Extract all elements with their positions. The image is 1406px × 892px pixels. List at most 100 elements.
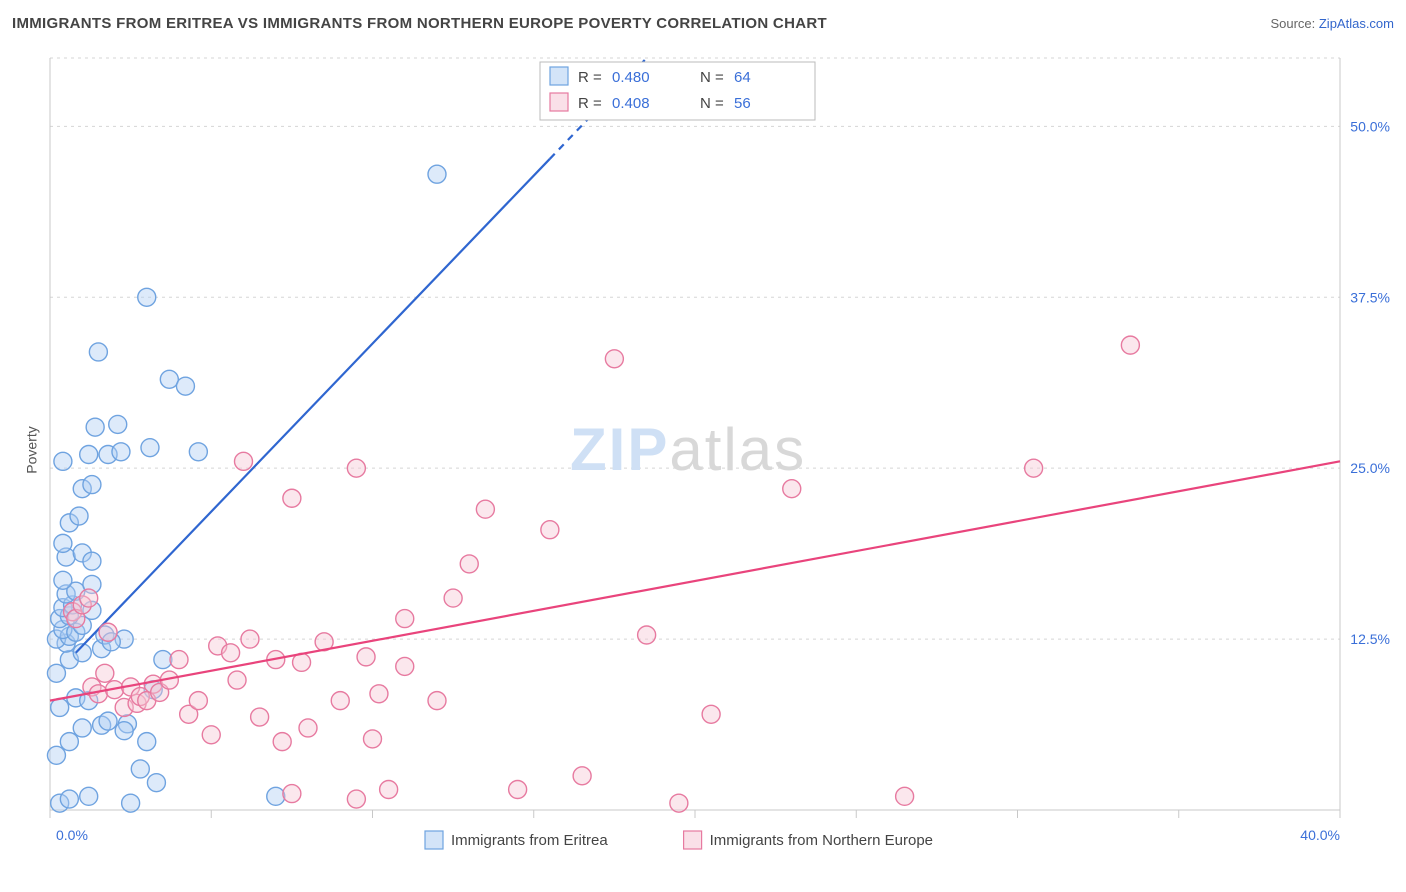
y-tick-label: 12.5%	[1350, 631, 1390, 647]
data-point	[189, 443, 207, 461]
data-point	[99, 623, 117, 641]
data-point	[138, 288, 156, 306]
data-point	[122, 794, 140, 812]
y-axis-label: Poverty	[24, 426, 40, 473]
data-point	[573, 767, 591, 785]
data-point	[357, 648, 375, 666]
data-point	[331, 692, 349, 710]
y-tick-label: 50.0%	[1350, 118, 1390, 134]
data-point	[347, 790, 365, 808]
data-point	[783, 480, 801, 498]
data-point	[396, 610, 414, 628]
data-point	[228, 671, 246, 689]
legend-swatch	[550, 93, 568, 111]
scatter-plot: 12.5% 25.0% 37.5% 50.0% 0.0% 40.0% ZIPatlas R =…	[0, 40, 1406, 860]
data-point	[1025, 459, 1043, 477]
chart-header: IMMIGRANTS FROM ERITREA VS IMMIGRANTS FR…	[12, 10, 1394, 36]
data-point	[896, 787, 914, 805]
data-point	[541, 521, 559, 539]
data-point	[222, 644, 240, 662]
data-point	[115, 722, 133, 740]
data-point	[60, 733, 78, 751]
data-point	[99, 712, 117, 730]
legend-swatch	[425, 831, 443, 849]
data-point	[170, 651, 188, 669]
data-point	[241, 630, 259, 648]
data-point	[370, 685, 388, 703]
data-point	[80, 589, 98, 607]
legend-label: Immigrants from Eritrea	[451, 832, 608, 849]
data-point	[476, 500, 494, 518]
data-point	[54, 571, 72, 589]
data-point	[154, 651, 172, 669]
data-point	[460, 555, 478, 573]
data-point	[47, 664, 65, 682]
data-point	[347, 459, 365, 477]
data-point	[605, 350, 623, 368]
svg-text:R =: R =	[578, 69, 602, 86]
svg-text:R =: R =	[578, 95, 602, 112]
data-point	[47, 746, 65, 764]
source-link[interactable]: ZipAtlas.com	[1319, 16, 1394, 31]
trend-line	[76, 159, 550, 653]
data-point	[54, 452, 72, 470]
data-point	[202, 726, 220, 744]
data-point	[96, 664, 114, 682]
data-point	[80, 446, 98, 464]
x-tick-label: 0.0%	[56, 827, 88, 843]
data-point	[428, 165, 446, 183]
data-point	[396, 657, 414, 675]
y-tick-label: 25.0%	[1350, 460, 1390, 476]
data-point	[73, 719, 91, 737]
legend-swatch	[550, 67, 568, 85]
data-point	[235, 452, 253, 470]
data-point	[54, 534, 72, 552]
data-point	[89, 343, 107, 361]
trend-line	[50, 461, 1340, 700]
data-point	[80, 787, 98, 805]
data-point	[251, 708, 269, 726]
data-point	[364, 730, 382, 748]
series-legend: Immigrants from Eritrea Immigrants from N…	[425, 831, 933, 849]
data-point	[428, 692, 446, 710]
watermark: ZIPatlas	[570, 416, 806, 483]
data-point	[138, 733, 156, 751]
data-point	[702, 705, 720, 723]
data-point	[670, 794, 688, 812]
data-point	[60, 790, 78, 808]
svg-text:0.408: 0.408	[612, 95, 650, 112]
data-point	[51, 698, 69, 716]
svg-text:0.480: 0.480	[612, 69, 650, 86]
chart-source: Source: ZipAtlas.com	[1270, 16, 1394, 31]
svg-text:64: 64	[734, 69, 751, 86]
data-point	[109, 415, 127, 433]
x-tick-label: 40.0%	[1300, 827, 1340, 843]
svg-text:56: 56	[734, 95, 751, 112]
data-point	[83, 552, 101, 570]
data-point	[283, 489, 301, 507]
data-point	[189, 692, 207, 710]
chart-area: Poverty 12.5% 25.0% 37.5% 50.0% 0.0% 40.0% ZIP…	[0, 40, 1406, 860]
data-point	[131, 760, 149, 778]
data-point	[112, 443, 130, 461]
data-point	[1121, 336, 1139, 354]
data-point	[283, 785, 301, 803]
svg-text:N =: N =	[700, 69, 724, 86]
chart-title: IMMIGRANTS FROM ERITREA VS IMMIGRANTS FR…	[12, 15, 827, 32]
data-point	[509, 780, 527, 798]
data-point	[273, 733, 291, 751]
data-point	[141, 439, 159, 457]
data-point	[638, 626, 656, 644]
data-point	[176, 377, 194, 395]
legend-label: Immigrants from Northern Europe	[710, 832, 933, 849]
data-point	[86, 418, 104, 436]
legend-swatch	[684, 831, 702, 849]
svg-text:N =: N =	[700, 95, 724, 112]
data-point	[267, 787, 285, 805]
y-tick-label: 37.5%	[1350, 289, 1390, 305]
data-point	[160, 370, 178, 388]
data-point	[380, 780, 398, 798]
data-point	[70, 507, 88, 525]
data-point	[299, 719, 317, 737]
data-point	[83, 476, 101, 494]
